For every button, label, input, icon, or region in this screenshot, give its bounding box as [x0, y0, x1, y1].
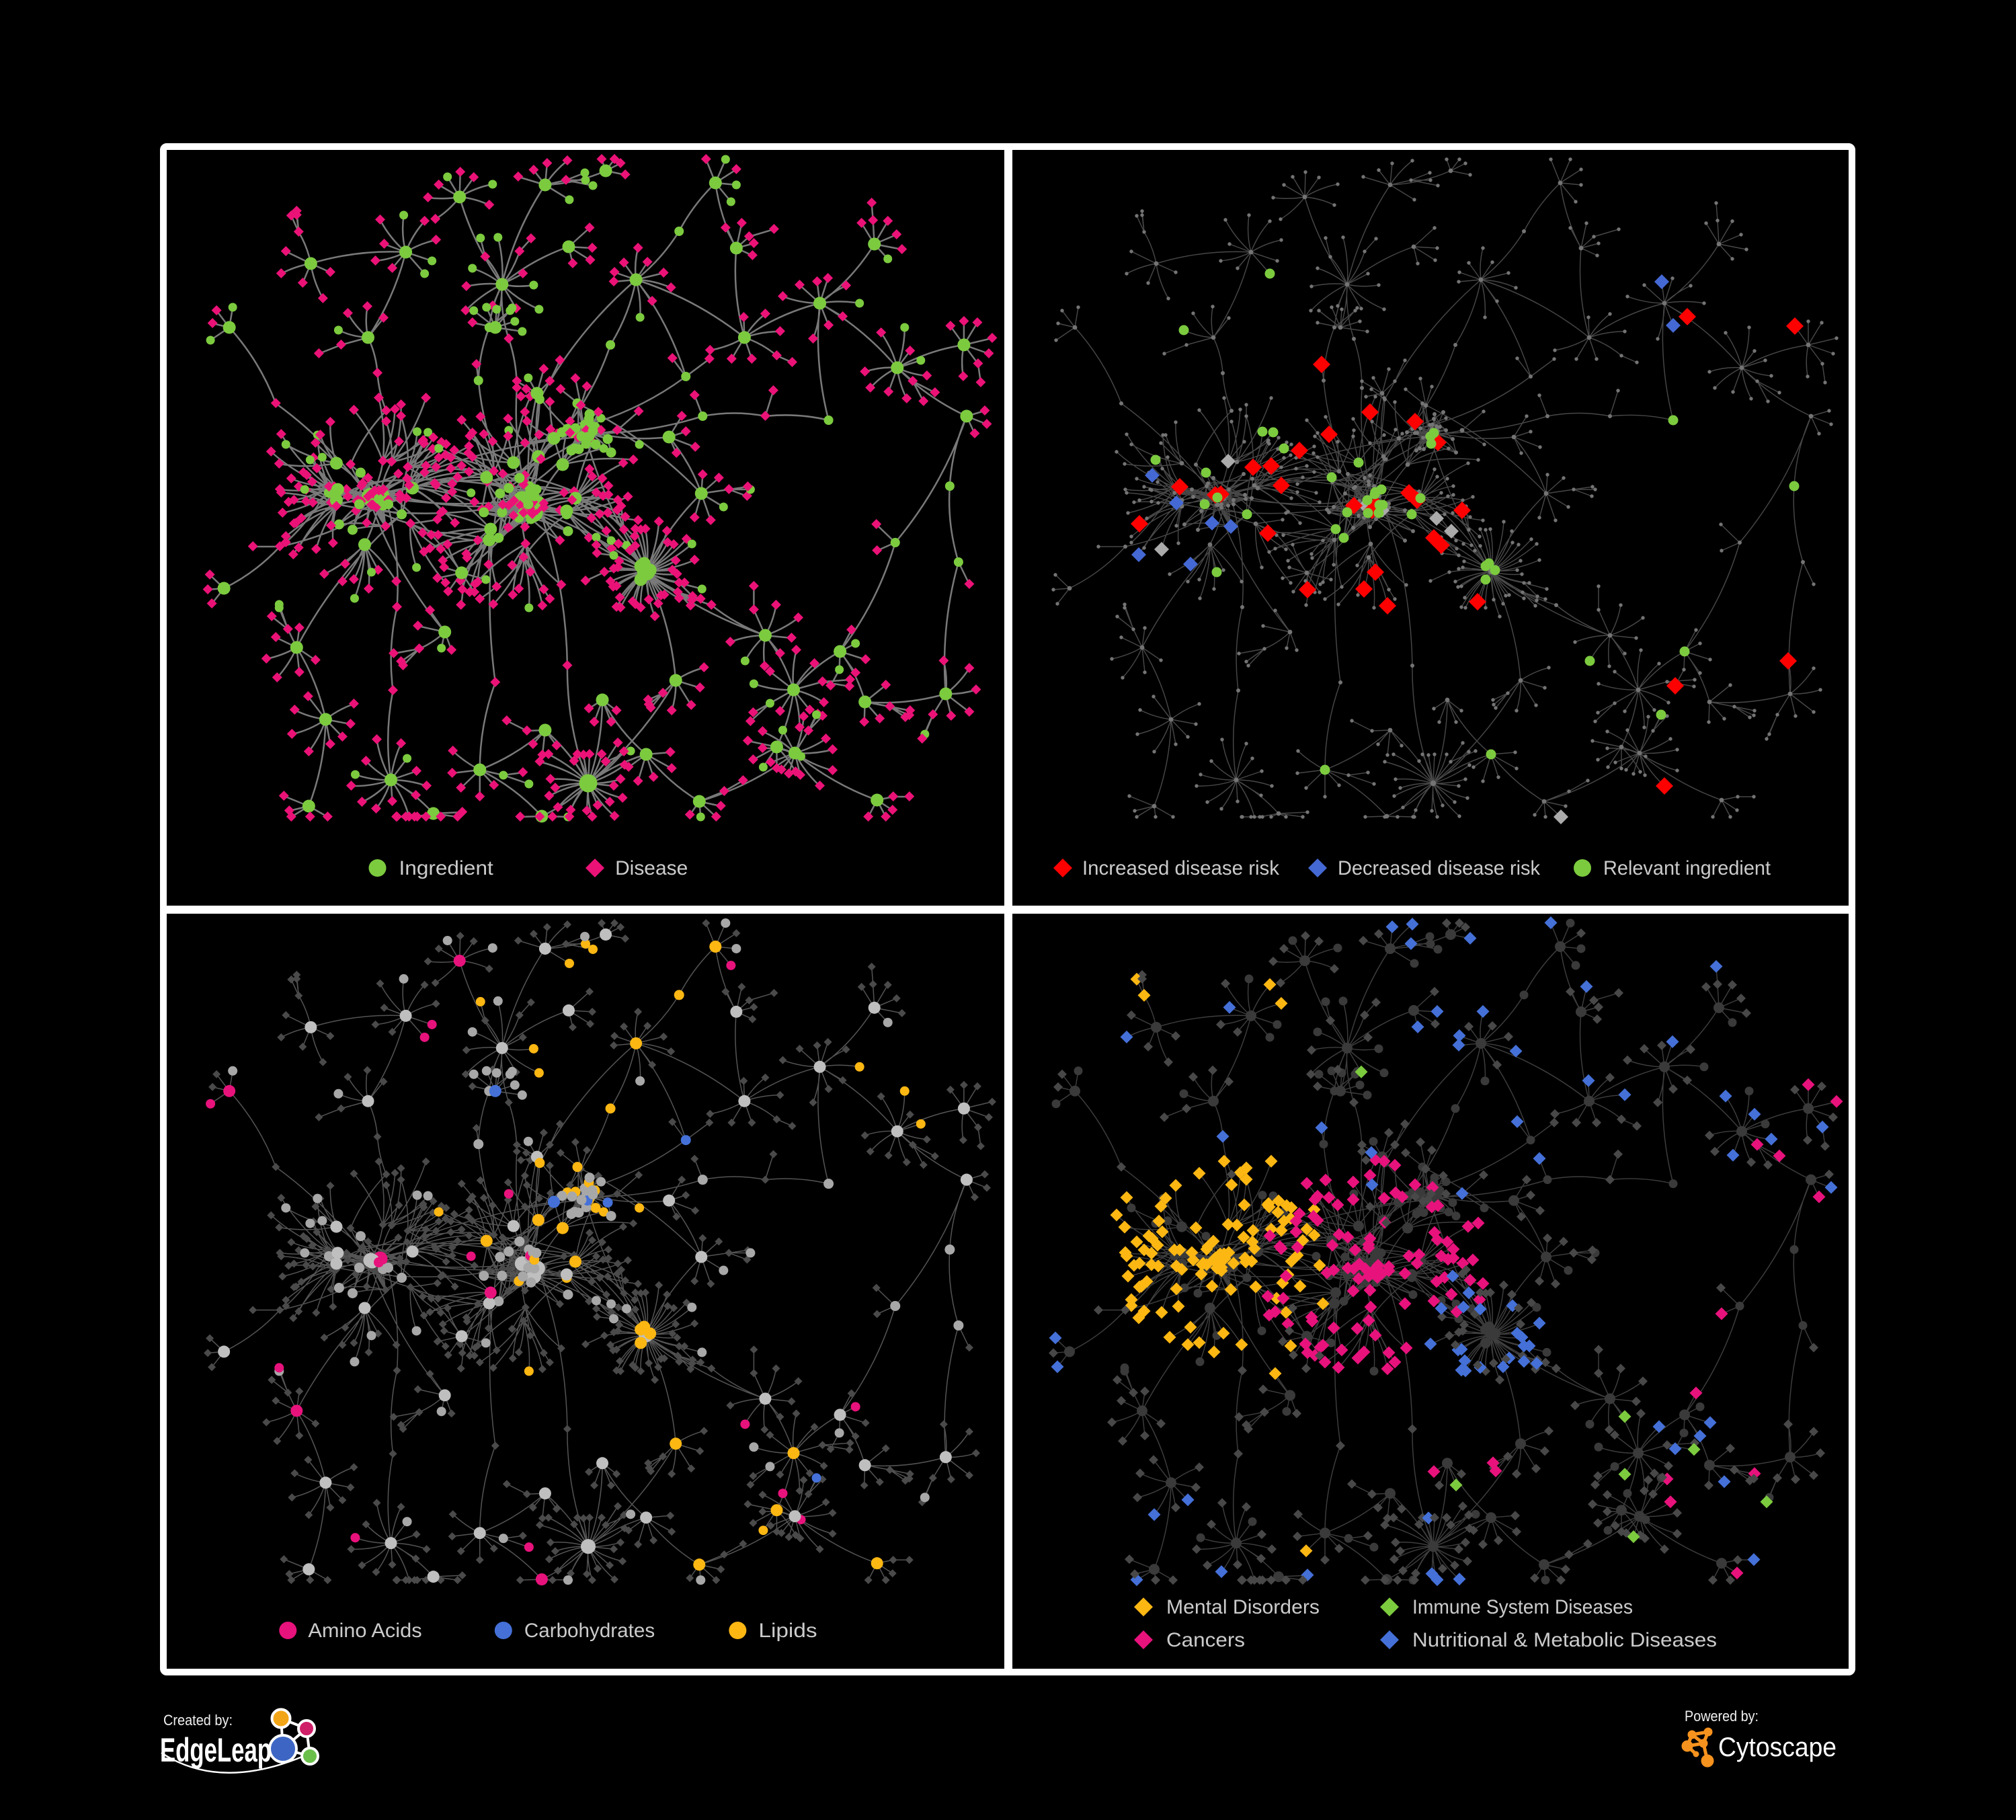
- svg-text:Powered by:: Powered by:: [1685, 1708, 1759, 1725]
- svg-text:Cytoscape: Cytoscape: [1718, 1733, 1837, 1762]
- svg-text:Mental Disorders: Mental Disorders: [1166, 1596, 1320, 1618]
- svg-text:Disease: Disease: [615, 857, 688, 879]
- svg-text:Amino Acids: Amino Acids: [308, 1620, 421, 1642]
- svg-text:Lipids: Lipids: [758, 1620, 817, 1642]
- svg-text:Relevant ingredient: Relevant ingredient: [1603, 857, 1771, 879]
- svg-text:Decreased disease risk: Decreased disease risk: [1338, 857, 1541, 879]
- svg-text:Nutritional & Metabolic Diseas: Nutritional & Metabolic Diseases: [1412, 1629, 1717, 1651]
- svg-text:Ingredient: Ingredient: [399, 857, 494, 879]
- svg-text:Increased disease risk: Increased disease risk: [1082, 857, 1280, 879]
- svg-text:Carbohydrates: Carbohydrates: [524, 1620, 655, 1642]
- svg-text:Cancers: Cancers: [1166, 1629, 1245, 1651]
- svg-text:Created by:: Created by:: [163, 1712, 233, 1729]
- svg-text:Immune System Diseases: Immune System Diseases: [1412, 1596, 1633, 1618]
